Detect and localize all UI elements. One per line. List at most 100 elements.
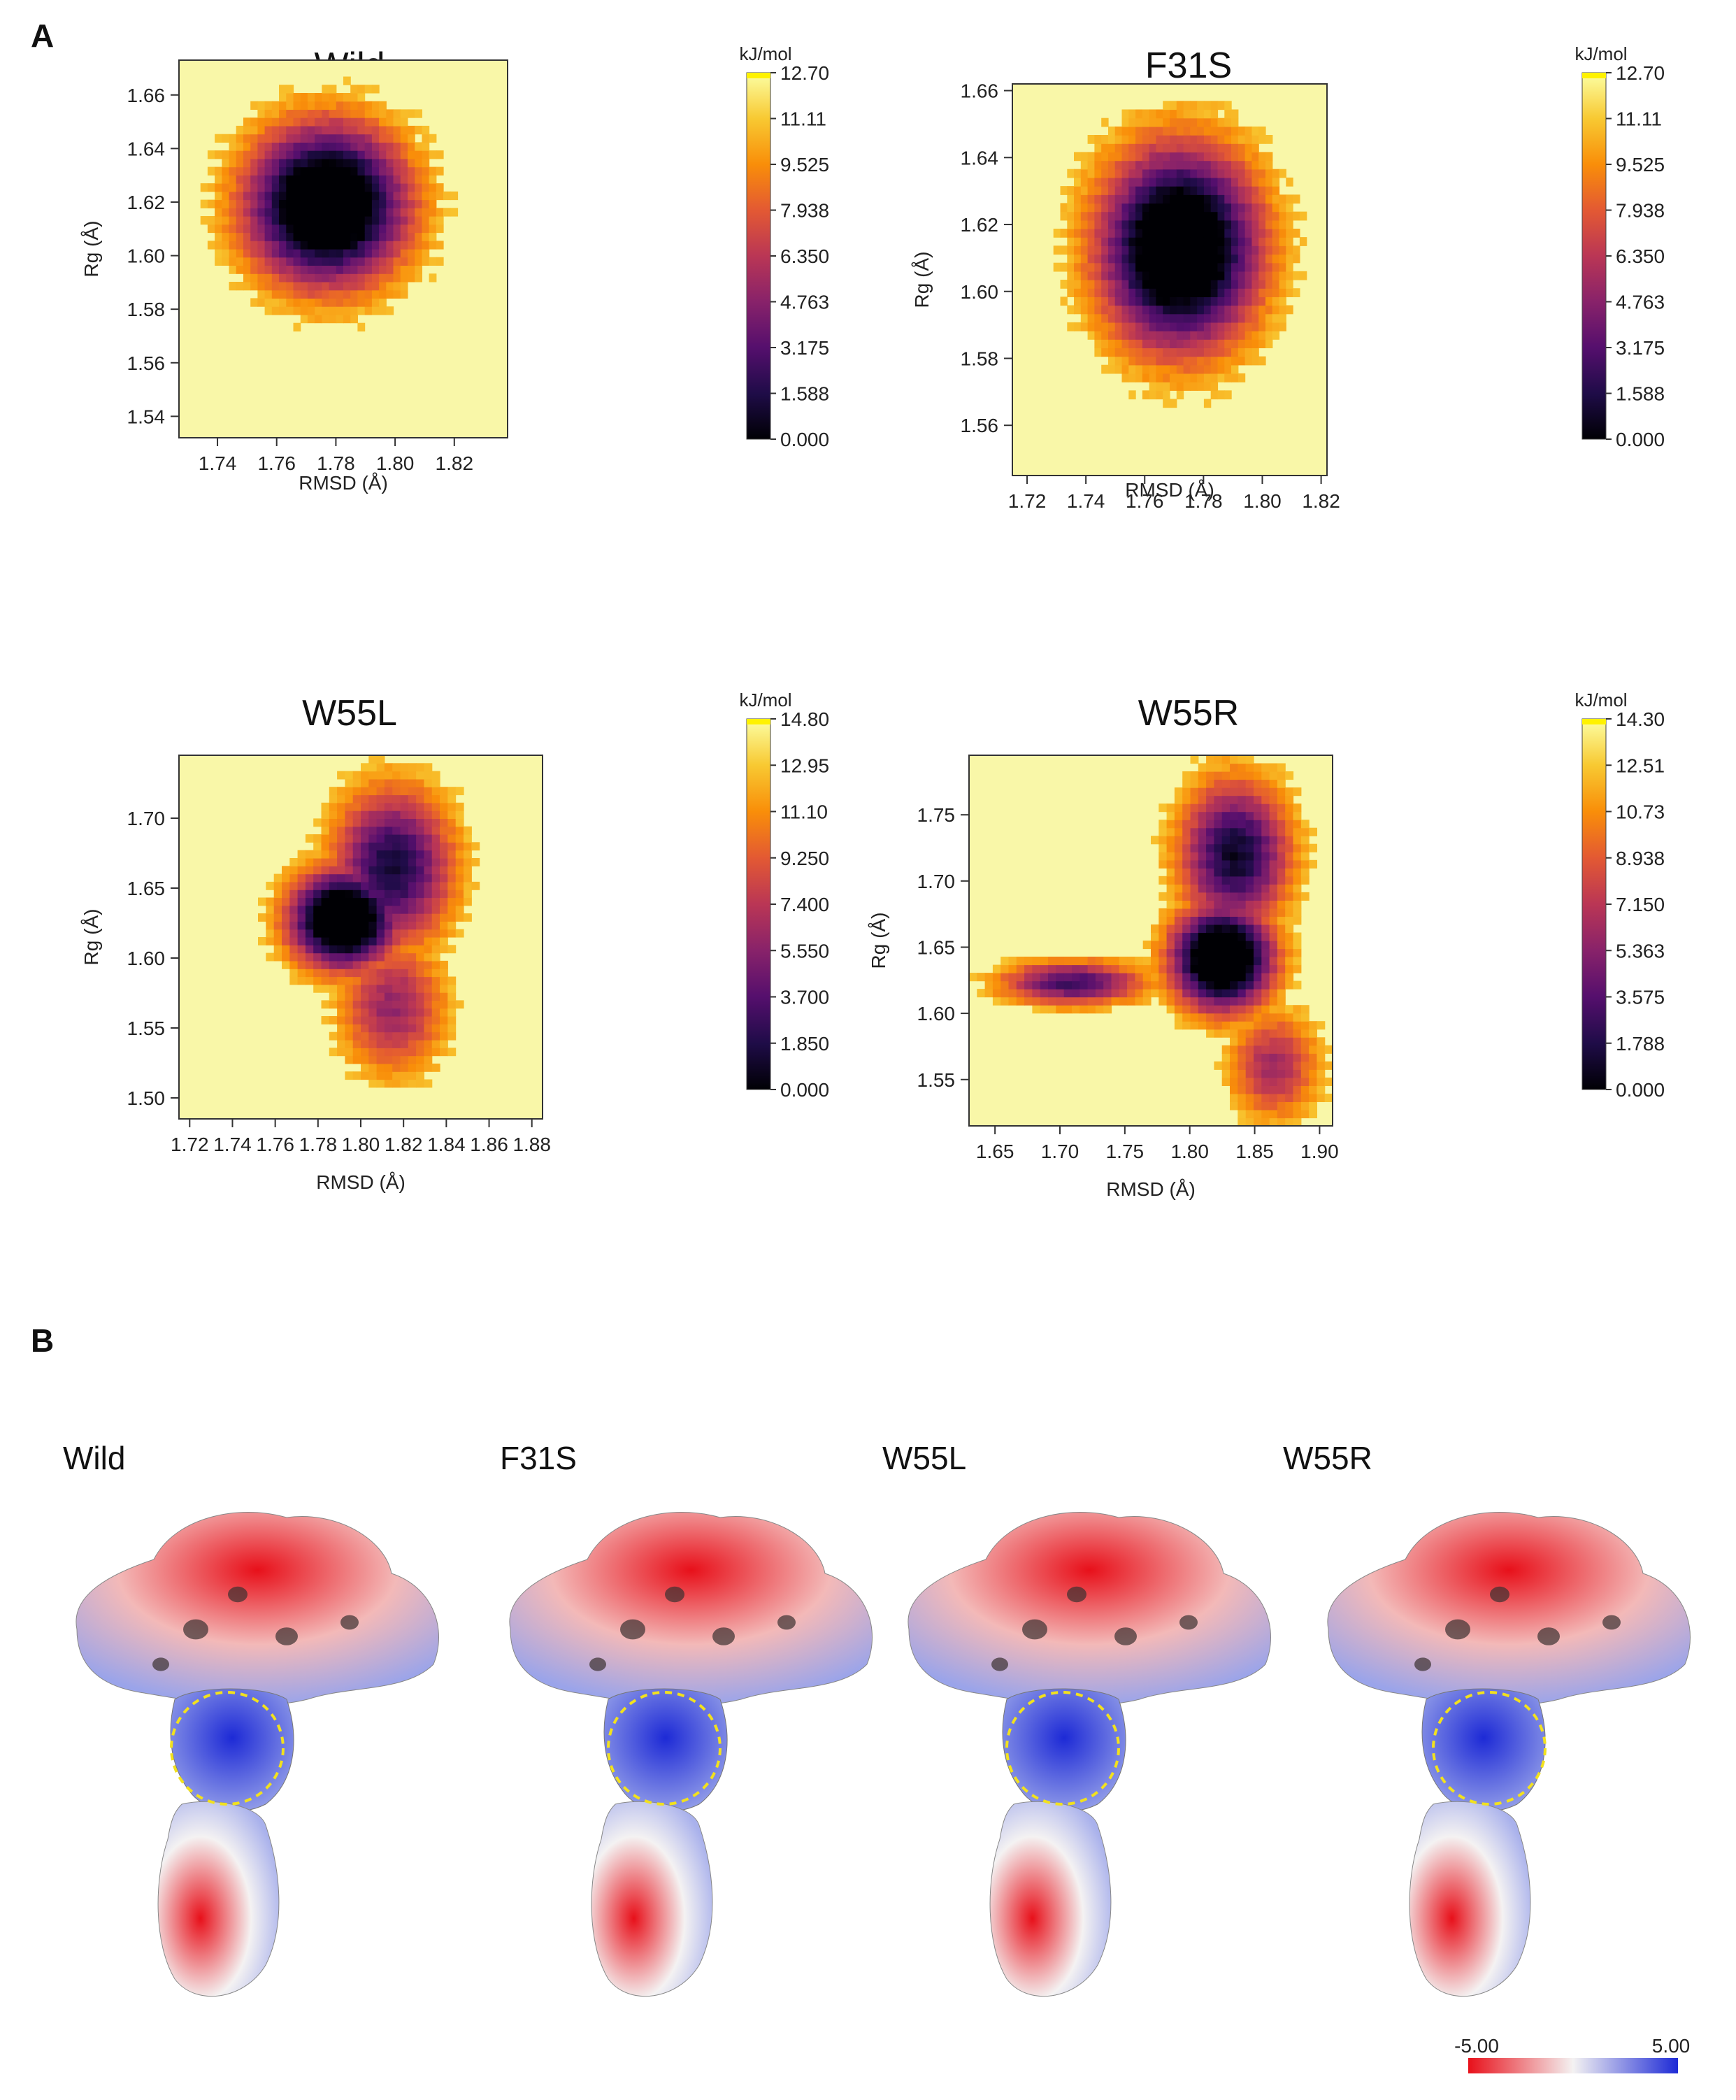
heatmap-cell [313,969,322,978]
heatmap-cell [368,850,378,859]
heatmap-cell [416,802,424,811]
heatmap-cell [1149,177,1157,187]
heatmap-cell [337,842,345,851]
heatmap-cell [1079,964,1089,973]
heatmap-cell [1251,288,1259,297]
heatmap-cell [300,306,308,315]
heatmap-cell [1170,339,1177,348]
heatmap-cell [1245,1101,1254,1110]
heatmap-cell [416,952,424,962]
heatmap-cell [1254,973,1262,982]
heatmap-cell [1158,836,1168,845]
heatmap-cell [1128,288,1136,297]
heatmap-cell [1286,220,1293,229]
heatmap-cell [408,249,415,258]
heatmap-cell [1300,876,1310,885]
heatmap-cell [1277,1013,1286,1022]
heatmap-cell [1261,1037,1270,1046]
heatmap-cell [1149,331,1157,340]
heatmap-cell [305,866,314,875]
heatmap-cell [1245,916,1254,925]
heatmap-cell [1300,1045,1310,1054]
heatmap-cell [364,298,373,307]
heatmap-cell [1170,331,1177,340]
heatmap-cell [352,1008,361,1017]
heatmap-cell [236,191,244,201]
heatmap-cell [1072,964,1080,973]
heatmap-cell [1224,339,1232,348]
heatmap-cell [440,1048,448,1057]
heatmap-cell [289,969,299,978]
heatmap-cell [1277,1061,1286,1070]
heatmap-cell [368,897,378,906]
heatmap-cell [1269,763,1278,772]
heatmap-cell [352,969,361,978]
heatmap-cell [345,1031,354,1041]
heatmap-cell [1214,803,1223,813]
heatmap-cell [1108,229,1116,238]
heatmap-cell [992,980,1001,990]
heatmap-cell [1265,262,1273,272]
heatmap-cell [455,897,464,906]
heatmap-cell [364,175,373,184]
heatmap-cell [392,890,401,899]
colorbar-tick-label: 7.938 [780,200,829,222]
heatmap-cell [1217,356,1225,366]
heatmap-cell [229,166,237,176]
heatmap-cell [1203,382,1212,391]
heatmap-cell [361,802,369,811]
heatmap-cell [1121,339,1129,348]
heatmap-cell [1285,843,1294,852]
heatmap-cell [364,117,373,127]
y-tick-label: 1.58 [127,299,166,320]
heatmap-cell [229,158,237,168]
heatmap-cell [464,842,472,851]
protein-surface-w55r [1327,1512,1691,1997]
heatmap-cell [447,866,457,875]
heatmap-cell [329,873,338,883]
heatmap-cell [352,992,361,1001]
heatmap-cell [352,1055,361,1064]
heatmap-cell [1221,1061,1231,1070]
heatmap-cell [368,1031,378,1041]
heatmap-cell [1101,305,1109,315]
heatmap-cell [1197,382,1205,391]
heatmap-cell [357,298,366,307]
heatmap-cell [1203,169,1212,178]
heatmap-cell [1231,356,1239,366]
heatmap-cell [1272,169,1280,178]
heatmap-cell [1016,964,1025,973]
colorbar-tick-label: 3.575 [1616,987,1665,1008]
heatmap-cell [1087,997,1096,1006]
heatmap-cell [243,158,251,168]
heatmap-cell [1254,876,1262,885]
heatmap-cell [431,992,440,1001]
heatmap-cell [279,101,287,110]
heatmap-cell [337,897,345,906]
heatmap-cell [336,232,344,241]
surface-pocket [665,1586,684,1603]
heatmap-cell [392,778,401,787]
heatmap-cell [400,265,408,274]
heatmap-cell [424,763,433,772]
heatmap-cell [455,810,464,819]
heatmap-cell [1206,820,1214,829]
heatmap-cell [336,306,344,315]
heatmap-cell [1176,382,1184,391]
heatmap-cell [1170,169,1177,178]
heatmap-cell [286,265,294,274]
heatmap-cell [1203,373,1212,383]
heatmap-cell [1206,771,1214,780]
heatmap-cell [1163,382,1170,391]
heatmap-cell [250,134,258,143]
heatmap-cell [364,290,373,299]
heatmap-cell [1000,964,1010,973]
heatmap-cell [1197,152,1205,162]
heatmap-cell [386,282,394,291]
heatmap-cell [1261,1085,1270,1094]
heatmap-cell [1198,908,1207,917]
heatmap-cell [1293,980,1302,990]
heatmap-cell [1114,254,1123,264]
heatmap-cell [393,241,401,250]
heatmap-cell [1265,280,1273,289]
